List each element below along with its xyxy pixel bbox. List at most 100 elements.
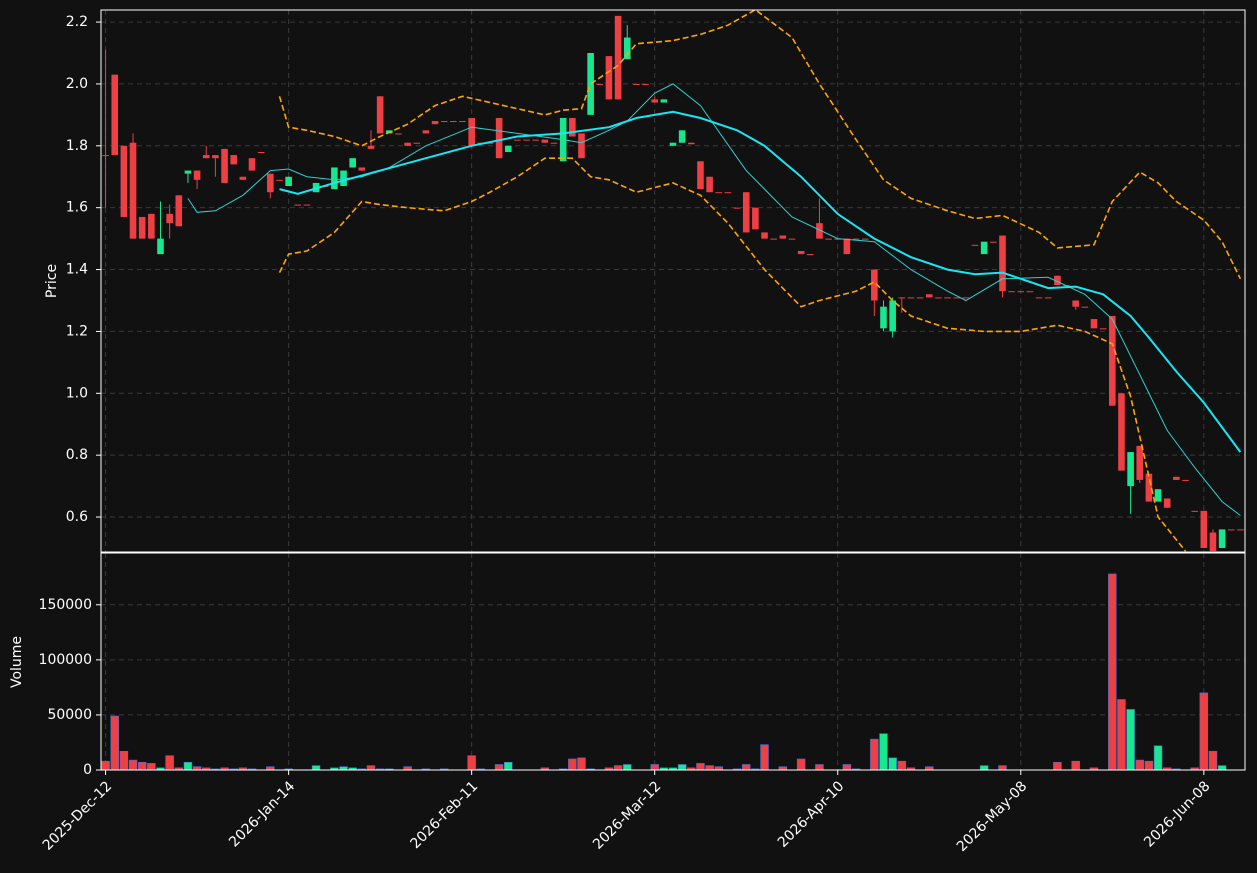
- y-tick-label: 0.8: [66, 447, 88, 463]
- candle-body: [285, 176, 292, 187]
- indicator-line: [278, 10, 1242, 280]
- volume-bar: [870, 738, 879, 771]
- candle-body: [276, 179, 283, 181]
- volume-bar: [137, 761, 147, 771]
- candle-body: [1191, 510, 1198, 512]
- candle-body: [733, 207, 741, 209]
- candle-body: [953, 297, 961, 299]
- volume-bar: [1144, 760, 1154, 771]
- candle-body: [724, 192, 732, 194]
- candle-body: [1218, 529, 1226, 548]
- candle-body: [1136, 445, 1144, 480]
- volume-bar: [467, 755, 476, 771]
- volume-bar: [815, 764, 824, 771]
- price-frame: [100, 9, 1246, 553]
- volume-bar: [577, 757, 586, 771]
- candle-body: [889, 300, 896, 332]
- candle-body: [294, 204, 302, 206]
- y-tick-label: 50000: [47, 707, 92, 723]
- volume-frame: [100, 552, 1246, 771]
- candle-body: [1090, 319, 1098, 329]
- volume-bar: [705, 765, 714, 771]
- candle-body: [1182, 479, 1189, 481]
- y-tick-label: 0.6: [66, 509, 88, 525]
- volume-bar: [1071, 760, 1080, 771]
- candle-body: [450, 121, 457, 123]
- candle-body: [138, 216, 146, 239]
- candle-body: [514, 139, 521, 141]
- volume-bar: [494, 764, 504, 771]
- volume-bar: [1053, 761, 1062, 771]
- volume-bar: [128, 759, 138, 771]
- candle-body: [578, 133, 585, 159]
- candle-body: [523, 139, 530, 141]
- volume-bar: [760, 744, 769, 771]
- candle-body: [1054, 275, 1061, 286]
- candle-body: [239, 176, 247, 180]
- candle-body: [651, 99, 658, 103]
- y-axis-label: Price: [44, 264, 60, 298]
- volume-bar: [1217, 765, 1227, 771]
- candle-body: [376, 96, 384, 134]
- candle-body: [504, 145, 512, 152]
- candle-body: [257, 151, 265, 153]
- candle-body: [541, 139, 549, 143]
- candle-body: [202, 155, 210, 159]
- candle-body: [605, 56, 613, 100]
- volume-bar: [1135, 759, 1144, 771]
- candle-body: [788, 238, 796, 240]
- candle-body: [358, 167, 366, 171]
- candle-body: [1145, 473, 1153, 502]
- candle-body: [221, 148, 228, 183]
- candle-body: [852, 238, 860, 240]
- candle-body: [935, 297, 942, 299]
- candle-body: [1127, 452, 1134, 487]
- candle-body: [1044, 297, 1052, 299]
- candle-body: [642, 83, 649, 85]
- candle-body: [486, 142, 494, 144]
- candle-body: [459, 121, 466, 123]
- candle-body: [1072, 300, 1079, 307]
- volume-bar: [842, 764, 852, 771]
- candle-body: [633, 83, 640, 85]
- volume-bar: [147, 763, 156, 771]
- candle-body: [706, 176, 713, 193]
- volume-bar: [888, 757, 897, 771]
- candle-body: [569, 117, 576, 137]
- candle-body: [413, 142, 421, 144]
- candle-body: [660, 99, 668, 103]
- candle-body: [166, 213, 173, 224]
- candle-body: [697, 161, 704, 190]
- candle-body: [395, 133, 402, 135]
- candle-body: [871, 269, 878, 301]
- volume-bar: [1199, 692, 1209, 771]
- y-tick-label: 1.4: [66, 262, 88, 278]
- volume-bar: [504, 761, 513, 771]
- volume-bar: [677, 764, 687, 771]
- candle-body: [834, 238, 842, 240]
- candle-body: [212, 155, 219, 159]
- volume-bar: [696, 763, 705, 771]
- candle-body: [678, 130, 686, 143]
- indicator-line: [187, 83, 1241, 516]
- candle-body: [1017, 291, 1025, 293]
- volume-bar: [366, 765, 376, 771]
- volume-bar: [998, 765, 1007, 771]
- candle-body: [861, 238, 869, 240]
- indicator-line: [278, 157, 1187, 552]
- candle-body: [1118, 393, 1125, 471]
- volume-bar: [101, 760, 110, 771]
- candle-body: [770, 238, 777, 240]
- candle-body: [1200, 510, 1208, 548]
- y-tick-label: 2.0: [66, 76, 88, 92]
- y-tick-label: 1.6: [66, 200, 88, 216]
- volume-bar: [1108, 573, 1117, 771]
- candle-body: [148, 213, 155, 239]
- volume-bar: [183, 761, 193, 771]
- candle-body: [880, 306, 887, 329]
- candle-body: [806, 254, 814, 256]
- candle-body: [925, 294, 933, 298]
- volume-bar: [110, 715, 119, 771]
